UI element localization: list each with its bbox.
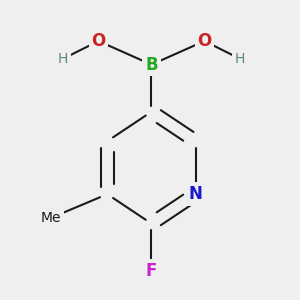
- Text: O: O: [197, 32, 212, 50]
- Text: N: N: [189, 185, 202, 203]
- Text: Me: Me: [41, 211, 61, 225]
- Text: B: B: [145, 56, 158, 74]
- Text: F: F: [146, 262, 157, 280]
- Text: H: H: [235, 52, 245, 66]
- Text: H: H: [58, 52, 68, 66]
- Text: O: O: [91, 32, 106, 50]
